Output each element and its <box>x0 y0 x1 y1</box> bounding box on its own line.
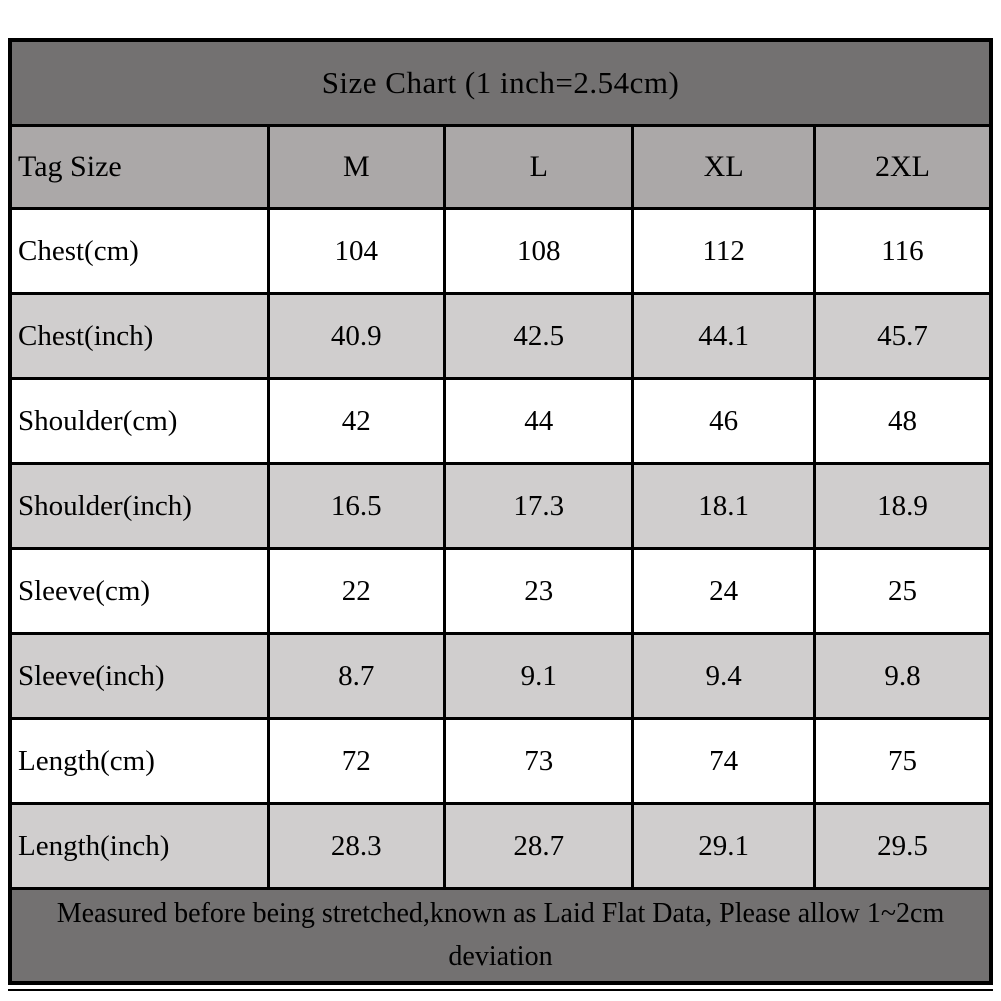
column-header-2xl: 2XL <box>812 124 993 210</box>
cell-value: 23 <box>443 547 635 635</box>
cell-value: 44.1 <box>631 292 816 380</box>
column-header-xl: XL <box>631 124 816 210</box>
cell-value: 29.1 <box>631 802 816 890</box>
cell-value: 73 <box>443 717 635 805</box>
cell-value: 42.5 <box>443 292 635 380</box>
cell-value: 9.4 <box>631 632 816 720</box>
header-row: Tag Size M L XL 2XL <box>8 124 993 210</box>
cell-value: 8.7 <box>266 632 447 720</box>
measurement-footnote: Measured before being stretched,known as… <box>8 886 993 985</box>
table-row-chest-cm: Chest(cm) 104 108 112 116 <box>8 207 993 295</box>
row-label: Chest(cm) <box>8 207 270 295</box>
cell-value: 24 <box>631 547 816 635</box>
cell-value: 40.9 <box>266 292 447 380</box>
row-label: Sleeve(cm) <box>8 547 270 635</box>
cell-value: 28.3 <box>266 802 447 890</box>
size-chart-table: Size Chart (1 inch=2.54cm) Tag Size M L … <box>8 38 993 985</box>
table-row-shoulder-cm: Shoulder(cm) 42 44 46 48 <box>8 377 993 465</box>
cell-value: 104 <box>266 207 447 295</box>
cell-value: 44 <box>443 377 635 465</box>
cell-value: 28.7 <box>443 802 635 890</box>
cell-value: 112 <box>631 207 816 295</box>
title-row: Size Chart (1 inch=2.54cm) <box>8 38 993 127</box>
cell-value: 116 <box>812 207 993 295</box>
column-header-m: M <box>266 124 447 210</box>
cell-value: 9.1 <box>443 632 635 720</box>
column-header-l: L <box>443 124 635 210</box>
cell-value: 75 <box>812 717 993 805</box>
bottom-rule-divider <box>8 988 993 991</box>
cell-value: 45.7 <box>812 292 993 380</box>
column-header-tag-size: Tag Size <box>8 124 270 210</box>
table-row-length-inch: Length(inch) 28.3 28.7 29.1 29.5 <box>8 802 993 890</box>
cell-value: 46 <box>631 377 816 465</box>
cell-value: 25 <box>812 547 993 635</box>
table-row-length-cm: Length(cm) 72 73 74 75 <box>8 717 993 805</box>
cell-value: 74 <box>631 717 816 805</box>
row-label: Shoulder(cm) <box>8 377 270 465</box>
cell-value: 29.5 <box>812 802 993 890</box>
cell-value: 108 <box>443 207 635 295</box>
footnote-row: Measured before being stretched,known as… <box>8 886 993 985</box>
cell-value: 42 <box>266 377 447 465</box>
row-label: Chest(inch) <box>8 292 270 380</box>
cell-value: 9.8 <box>812 632 993 720</box>
cell-value: 48 <box>812 377 993 465</box>
cell-value: 18.9 <box>812 462 993 550</box>
cell-value: 17.3 <box>443 462 635 550</box>
row-label: Length(inch) <box>8 802 270 890</box>
cell-value: 72 <box>266 717 447 805</box>
cell-value: 22 <box>266 547 447 635</box>
table-row-shoulder-inch: Shoulder(inch) 16.5 17.3 18.1 18.9 <box>8 462 993 550</box>
cell-value: 18.1 <box>631 462 816 550</box>
table-row-chest-inch: Chest(inch) 40.9 42.5 44.1 45.7 <box>8 292 993 380</box>
table-row-sleeve-inch: Sleeve(inch) 8.7 9.1 9.4 9.8 <box>8 632 993 720</box>
chart-title: Size Chart (1 inch=2.54cm) <box>8 38 993 127</box>
size-chart: Size Chart (1 inch=2.54cm) Tag Size M L … <box>8 38 993 991</box>
row-label: Sleeve(inch) <box>8 632 270 720</box>
row-label: Shoulder(inch) <box>8 462 270 550</box>
row-label: Length(cm) <box>8 717 270 805</box>
cell-value: 16.5 <box>266 462 447 550</box>
table-row-sleeve-cm: Sleeve(cm) 22 23 24 25 <box>8 547 993 635</box>
